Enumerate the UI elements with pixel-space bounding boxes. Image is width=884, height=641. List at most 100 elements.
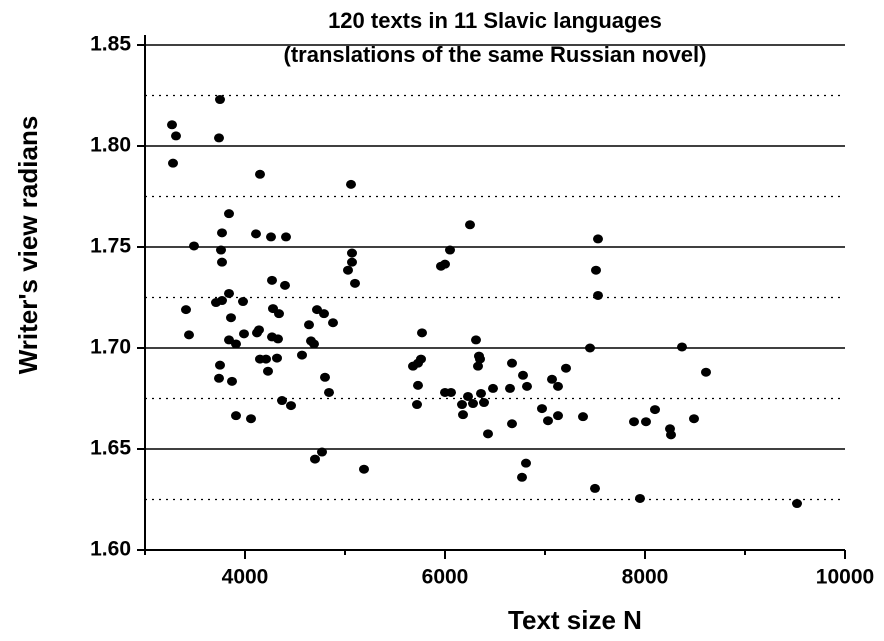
y-tick-label: 1.85: [90, 33, 131, 56]
point: [440, 259, 450, 269]
point: [547, 374, 557, 384]
point: [215, 95, 225, 105]
point: [507, 419, 517, 429]
point: [274, 309, 284, 319]
y-tick-label: 1.80: [90, 134, 131, 157]
point: [304, 320, 314, 330]
point: [413, 380, 423, 390]
point: [254, 325, 264, 335]
point: [214, 373, 224, 383]
point: [281, 232, 291, 242]
point: [465, 220, 475, 230]
point: [475, 354, 485, 364]
point: [458, 410, 468, 420]
point: [517, 472, 527, 482]
point: [227, 376, 237, 386]
point: [277, 396, 287, 406]
point: [343, 265, 353, 275]
point: [476, 388, 486, 398]
point: [488, 383, 498, 393]
point: [585, 343, 595, 353]
point: [266, 232, 276, 242]
point: [473, 361, 483, 371]
point: [231, 339, 241, 349]
point: [359, 464, 369, 474]
point: [518, 370, 528, 380]
point: [267, 275, 277, 285]
point: [521, 458, 531, 468]
point: [215, 360, 225, 370]
x-tick-label: 4000: [222, 566, 269, 589]
point: [216, 245, 226, 255]
point: [561, 363, 571, 373]
point: [412, 400, 422, 410]
point: [317, 447, 327, 457]
point: [217, 228, 227, 238]
point: [273, 334, 283, 344]
point: [537, 404, 547, 414]
point: [507, 358, 517, 368]
point: [463, 391, 473, 401]
point: [457, 400, 467, 410]
point: [350, 278, 360, 288]
point: [446, 387, 456, 397]
point: [168, 158, 178, 168]
point: [286, 401, 296, 411]
point: [417, 328, 427, 338]
y-tick-label: 1.60: [90, 538, 131, 561]
point: [553, 411, 563, 421]
point: [543, 416, 553, 426]
point: [324, 387, 334, 397]
point: [522, 381, 532, 391]
point: [246, 414, 256, 424]
x-axis-label: Text size N: [508, 605, 642, 635]
point: [320, 372, 330, 382]
point: [189, 241, 199, 251]
point: [226, 313, 236, 323]
point: [701, 367, 711, 377]
point: [590, 483, 600, 493]
point: [181, 305, 191, 315]
point: [328, 318, 338, 328]
point: [635, 493, 645, 503]
point: [217, 296, 227, 306]
point: [792, 499, 802, 509]
point: [471, 335, 481, 345]
point: [217, 257, 227, 267]
point: [416, 354, 426, 364]
point: [238, 297, 248, 307]
point: [445, 245, 455, 255]
point: [578, 412, 588, 422]
point: [468, 399, 478, 409]
chart-subtitle: (translations of the same Russian novel): [284, 42, 707, 67]
point: [591, 265, 601, 275]
point: [214, 133, 224, 143]
point: [483, 429, 493, 439]
point: [171, 131, 181, 141]
point: [479, 398, 489, 408]
point: [251, 229, 261, 239]
x-tick-label: 6000: [422, 566, 469, 589]
point: [677, 342, 687, 352]
point: [231, 411, 241, 421]
point: [167, 120, 177, 130]
point: [184, 330, 194, 340]
point: [239, 329, 249, 339]
chart-title: 120 texts in 11 Slavic languages: [328, 8, 662, 33]
x-tick-label: 8000: [622, 566, 669, 589]
point: [346, 179, 356, 189]
point: [224, 288, 234, 298]
point: [593, 234, 603, 244]
point: [689, 414, 699, 424]
point: [347, 248, 357, 258]
point: [255, 169, 265, 179]
point: [261, 354, 271, 364]
point: [347, 257, 357, 267]
point: [650, 405, 660, 415]
point: [319, 309, 329, 319]
point: [224, 209, 234, 219]
y-tick-label: 1.75: [90, 235, 131, 258]
point: [310, 454, 320, 464]
point: [629, 417, 639, 427]
